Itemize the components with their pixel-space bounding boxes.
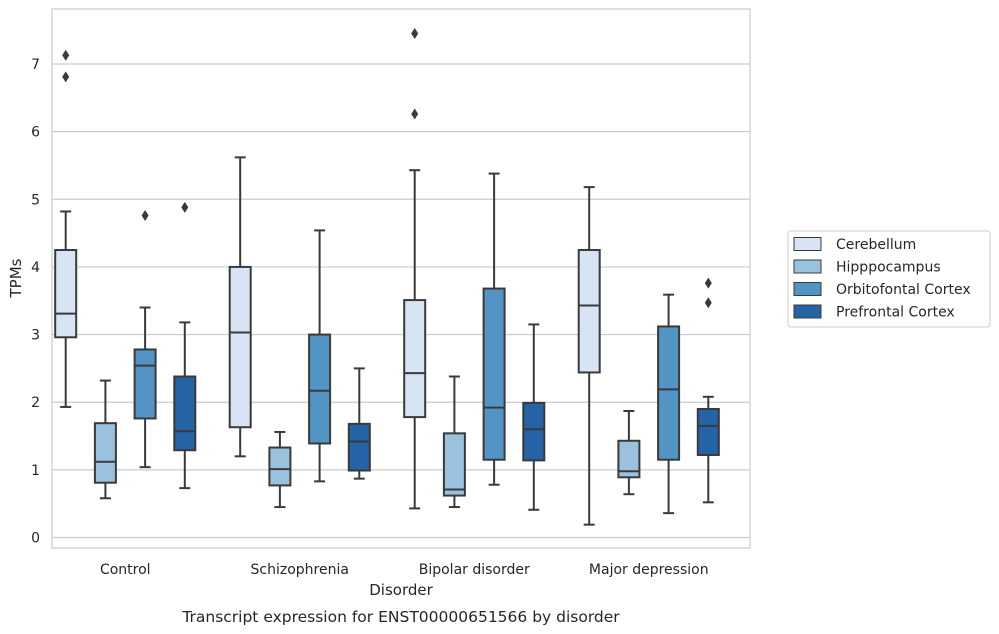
box-iqr: [93, 422, 117, 484]
y-axis-label: TPMs: [7, 258, 25, 298]
box-iqr: [54, 249, 78, 339]
box-iqr: [268, 446, 292, 487]
box-3-0: [173, 201, 197, 490]
y-tick-label: 0: [31, 531, 40, 547]
x-tick-label: Major depression: [589, 562, 709, 578]
x-tick-label: Control: [100, 562, 151, 578]
y-tick-label: 2: [31, 395, 40, 411]
outlier-point: [411, 28, 419, 40]
y-tick-label: 6: [31, 125, 40, 141]
x-tick-label: Bipolar disorder: [419, 562, 530, 578]
legend-label: Prefrontal Cortex: [836, 305, 955, 321]
box-1-2: [442, 375, 466, 509]
plot-area: [51, 8, 751, 549]
box-iqr: [347, 422, 371, 472]
legend-label: Cerebellum: [836, 237, 916, 253]
y-tick-label: 3: [31, 328, 40, 344]
legend-swatch: [793, 282, 822, 296]
y-tick-label: 5: [31, 192, 40, 208]
outlier-point: [62, 71, 70, 83]
box-0-3: [577, 186, 601, 526]
box-iqr: [173, 375, 197, 452]
box-0-0: [54, 49, 78, 408]
y-tick-label: 1: [31, 463, 40, 479]
box-iqr: [133, 348, 157, 420]
legend-swatch: [793, 259, 822, 274]
y-tick-label: 7: [31, 57, 40, 73]
legend-label: Hipppocampus: [836, 260, 941, 276]
box-2-1: [308, 229, 332, 483]
box-1-3: [617, 410, 641, 496]
legend-label: Orbitofontal Cortex: [836, 282, 971, 298]
outlier-point: [62, 49, 70, 61]
box-iqr: [577, 249, 601, 374]
box-iqr: [308, 333, 332, 445]
outlier-point: [704, 297, 712, 309]
box-iqr: [403, 299, 427, 419]
box-2-0: [133, 210, 157, 469]
y-axis-ticks: 0 1 2 3 4 5 6 7: [31, 57, 40, 547]
box-iqr: [522, 401, 546, 462]
box-3-3: [696, 277, 720, 504]
box-3-1: [347, 367, 371, 480]
box-2-2: [482, 172, 506, 486]
legend-swatch: [793, 304, 822, 319]
box-iqr: [696, 407, 720, 456]
figure-caption: Transcript expression for ENST0000065156…: [181, 608, 620, 626]
legend-frame: [787, 230, 991, 328]
box-series: [54, 28, 720, 526]
legend: Cerebellum Hipppocampus Orbitofontal Corte…: [787, 230, 991, 328]
x-axis-ticks: Control Schizophrenia Bipolar disorder Majo…: [100, 562, 709, 578]
box-iqr: [482, 287, 506, 461]
box-0-2: [403, 28, 427, 510]
x-axis-label: Disorder: [369, 581, 433, 599]
x-tick-label: Schizophrenia: [251, 562, 349, 578]
box-1-1: [268, 430, 292, 509]
outlier-point: [411, 108, 419, 120]
legend-swatch: [793, 237, 822, 251]
box-0-1: [228, 156, 252, 458]
outlier-point: [704, 277, 712, 289]
y-gridlines: [52, 63, 750, 539]
y-tick-label: 4: [31, 260, 40, 276]
outlier-point: [181, 201, 189, 213]
box-iqr: [617, 439, 641, 479]
box-iqr: [657, 325, 681, 461]
box-2-3: [657, 293, 681, 515]
box-iqr: [228, 265, 252, 429]
outlier-point: [141, 210, 149, 222]
box-3-2: [522, 323, 546, 511]
box-iqr: [442, 432, 466, 497]
box-1-0: [93, 379, 117, 500]
